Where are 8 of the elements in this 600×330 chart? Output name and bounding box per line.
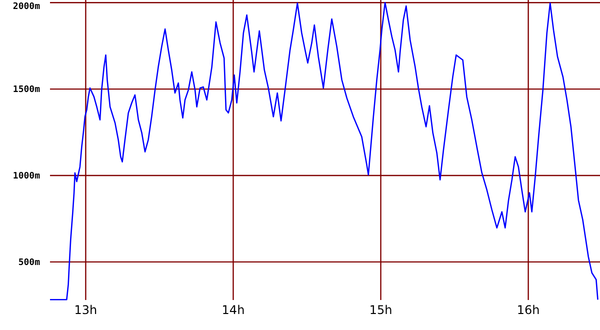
y-tick-label: 1500m — [12, 85, 41, 96]
x-tick-label: 16h — [516, 303, 540, 317]
y-tick-label: 500m — [18, 258, 41, 268]
x-tick-label: 15h — [369, 303, 392, 317]
x-tick-label: 14h — [222, 303, 245, 317]
x-tick-label: 13h — [74, 303, 98, 317]
y-tick-label: 2000m — [12, 2, 41, 12]
y-tick-label: 1000m — [12, 172, 41, 182]
